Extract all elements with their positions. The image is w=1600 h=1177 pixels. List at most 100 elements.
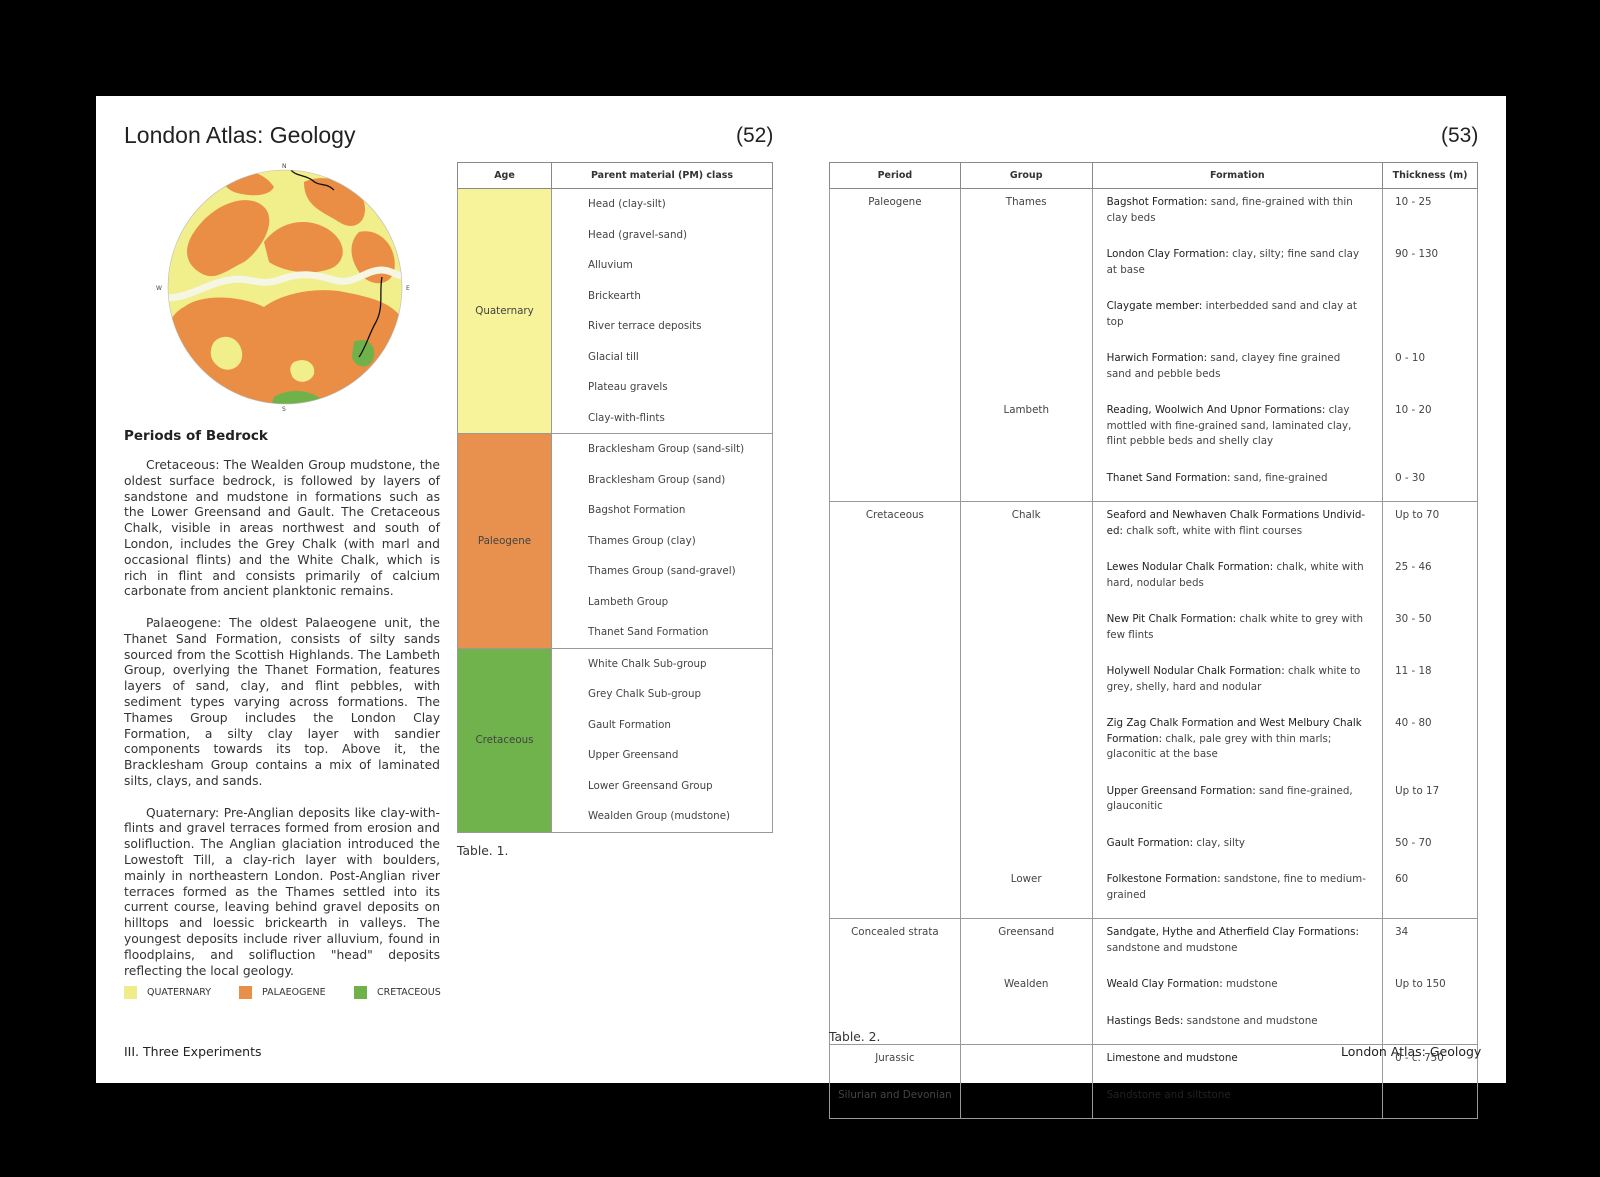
col-header-thickness: Thickness (m) xyxy=(1382,162,1478,189)
formation-cell: Harwich Formation: sand, clayey fine gra… xyxy=(1091,345,1384,397)
period-cell xyxy=(829,464,961,502)
pm-class-cell: Plateau gravels xyxy=(551,372,773,403)
paragraph-lead: Palaeogene: xyxy=(146,615,222,630)
formation-description: clay mottled with fine-grained sand, lam… xyxy=(1106,404,1352,447)
table-1-body: Quaternary Head (clay-silt) Head (gravel-s… xyxy=(457,188,773,833)
table-row: Jurassic Limestone and mudstone 0 - c. 750 xyxy=(829,1044,1478,1082)
paragraph-palaeogene: Palaeogene: The oldest Palaeogene unit, … xyxy=(124,616,440,790)
formation-cell: Sandgate, Hythe and Atherfield Clay Form… xyxy=(1091,918,1384,971)
table-row: Zig Zag Chalk Formation and West Melbury… xyxy=(829,710,1478,778)
group-cell xyxy=(959,293,1093,345)
formation-name: Gault Formation: xyxy=(1106,836,1194,849)
period-cell: Paleogene xyxy=(829,188,961,241)
table-row: Glacial till xyxy=(458,341,773,372)
pm-class-cell: Gault Formation xyxy=(551,709,773,740)
map-legend: QUATERNARY PALAEOGENE CRETACEOUS xyxy=(124,986,444,1002)
table-row: Wealden Weald Clay Formation: mudstone Up … xyxy=(829,971,1478,1008)
pm-class-cell: Upper Greensand xyxy=(551,740,773,771)
pm-class-cell: Lower Greensand Group xyxy=(551,770,773,801)
legend-item-palaeogene: PALAEOGENE xyxy=(239,986,326,999)
table-row: Cretaceous Chalk Seaford and Newhaven Chal… xyxy=(829,501,1478,554)
period-cell xyxy=(829,710,961,778)
table-row: Harwich Formation: sand, clayey fine gra… xyxy=(829,345,1478,397)
table-row: Quaternary Head (clay-silt) xyxy=(457,188,773,434)
period-cell xyxy=(829,606,961,658)
table-row: Thames Group (sand-gravel) xyxy=(458,556,773,587)
thickness-cell: 34 xyxy=(1382,918,1478,971)
group-cell xyxy=(959,777,1093,830)
table-row: Lower Folkestone Formation: sandstone, fi… xyxy=(829,866,1478,919)
thickness-cell xyxy=(1382,293,1478,345)
table-2-caption: Table. 2. xyxy=(829,1030,881,1044)
atlas-spread: London Atlas: Geology (52) xyxy=(96,96,1506,1119)
col-header-pm-class: Parent material (PM) class xyxy=(551,162,773,189)
formation-cell: Upper Greensand Formation: sand fine-gra… xyxy=(1091,777,1384,830)
period-cell xyxy=(829,658,961,710)
group-cell xyxy=(959,606,1093,658)
thickness-cell: 50 - 70 xyxy=(1382,829,1478,866)
paragraph-lead: Cretaceous: xyxy=(146,458,220,472)
paragraph-cretaceous: Cretaceous: The Wealden Group mudstone, … xyxy=(124,458,440,600)
pm-class-cell: Bracklesham Group (sand-silt) xyxy=(551,433,773,465)
table-row: Thanet Sand Formation xyxy=(458,617,773,649)
period-cell xyxy=(829,345,961,397)
table-row: Paleogene Bracklesham Group (sand-silt) xyxy=(457,433,773,649)
pm-class-cell: Head (gravel-sand) xyxy=(551,219,773,250)
formation-cell: London Clay Formation: clay, silty; fine… xyxy=(1091,241,1384,293)
table-row: Bagshot Formation xyxy=(458,495,773,526)
col-header-formation: Formation xyxy=(1091,162,1384,189)
formation-name: Bagshot Formation: xyxy=(1106,196,1208,208)
formation-cell: Sandstone and siltstone xyxy=(1091,1081,1384,1119)
group-cell: Lambeth xyxy=(959,397,1093,465)
table-row: Thanet Sand Formation: sand, fine-graine… xyxy=(829,464,1478,502)
table-row: Hastings Beds: sandstone and mudstone xyxy=(829,1007,1478,1045)
table-row: Lower Greensand Group xyxy=(458,770,773,801)
pm-class-cell: Clay-with-flints xyxy=(551,402,773,434)
table-row: Lewes Nodular Chalk Formation: chalk, wh… xyxy=(829,554,1478,606)
table-row: Plateau gravels xyxy=(458,372,773,403)
pm-class-cell: Wealden Group (mudstone) xyxy=(551,801,773,833)
age-cell: Paleogene xyxy=(457,433,552,649)
group-cell xyxy=(959,345,1093,397)
paragraph-text: The Wealden Group mudstone, the oldest s… xyxy=(124,458,440,599)
table-row: Gault Formation: clay, silty 50 - 70 xyxy=(829,829,1478,866)
thickness-cell: 40 - 80 xyxy=(1382,710,1478,778)
group-cell xyxy=(959,1044,1093,1082)
paragraph-text: Pre-Anglian deposits like clay-with-flin… xyxy=(124,805,440,978)
pm-class-cell: River terrace deposits xyxy=(551,311,773,342)
table-row: Clay-with-flints xyxy=(458,402,773,434)
col-header-group: Group xyxy=(959,162,1093,189)
formation-cell: Folkestone Formation: sandstone, fine to… xyxy=(1091,866,1384,919)
period-cell xyxy=(829,866,961,919)
thickness-cell xyxy=(1382,1007,1478,1045)
formation-cell: Gault Formation: clay, silty xyxy=(1091,829,1384,866)
compass-w: W xyxy=(156,285,162,292)
formation-name: Limestone and mudstone xyxy=(1106,1052,1238,1064)
formation-description: chalk soft, white with flint courses xyxy=(1122,524,1303,537)
paragraph-text: The oldest Palaeogene unit, the Thanet S… xyxy=(124,615,440,788)
formation-name: Folkestone Formation: xyxy=(1106,873,1221,885)
group-cell xyxy=(959,554,1093,606)
legend-label: CRETACEOUS xyxy=(377,987,441,998)
formation-name: Seaford and Newhaven Chalk Formations Un… xyxy=(1106,509,1366,537)
formation-name: Zig Zag Chalk Formation and West Melbury… xyxy=(1106,717,1362,745)
period-cell xyxy=(829,397,961,465)
formation-cell: Hastings Beds: sandstone and mudstone xyxy=(1091,1007,1384,1045)
table-row: Alluvium xyxy=(458,250,773,281)
group-cell xyxy=(959,241,1093,293)
pm-class-cell: Grey Chalk Sub-group xyxy=(551,679,773,710)
table-row: Silurian and Devonian Sandstone and silts… xyxy=(829,1081,1478,1119)
formation-description: sand, clayey fine grained sand and pebbl… xyxy=(1106,352,1341,380)
legend-swatch xyxy=(124,986,137,999)
group-cell: Lower xyxy=(959,866,1093,919)
section-heading: Periods of Bedrock xyxy=(124,428,268,444)
table-row: Upper Greensand xyxy=(458,740,773,771)
formation-description: sandstone and mudstone xyxy=(1106,941,1238,954)
group-cell: Chalk xyxy=(959,501,1093,554)
table-row: Brickearth xyxy=(458,280,773,311)
table-row: London Clay Formation: clay, silty; fine… xyxy=(829,241,1478,293)
formation-description: chalk white to grey, shelly, hard and no… xyxy=(1106,665,1361,693)
formation-description: clay, silty xyxy=(1193,836,1246,849)
geology-map: N S W E xyxy=(154,162,416,413)
col-header-age: Age xyxy=(457,162,552,189)
